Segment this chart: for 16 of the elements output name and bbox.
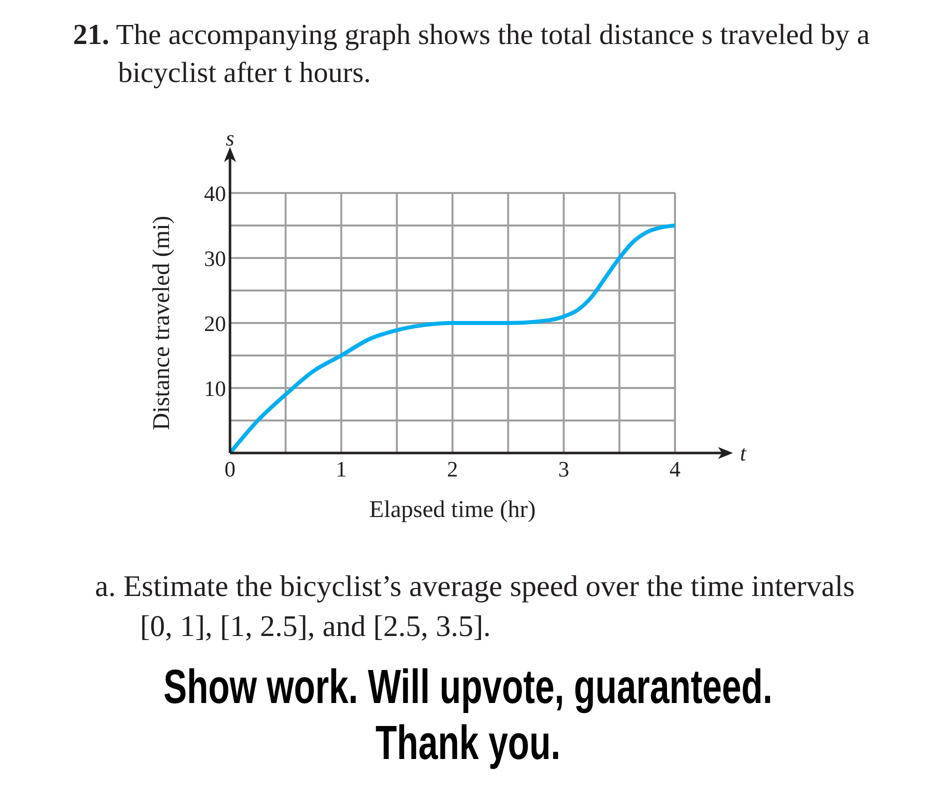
x-tick-label: 4 <box>670 456 680 482</box>
y-tick-label: 40 <box>204 180 226 206</box>
x-axis-title: Elapsed time (hr) <box>369 497 536 523</box>
y-axis-title: Distance traveled (mi) <box>149 216 175 430</box>
x-tick-label: 0 <box>224 456 236 482</box>
text: t <box>740 440 747 466</box>
y-tick-label: 20 <box>204 310 226 336</box>
y-tick-label: 10 <box>204 376 226 401</box>
x-tick-label: 2 <box>447 456 458 482</box>
text: s <box>226 126 234 150</box>
x-tick-label: 3 <box>558 456 570 482</box>
text: Show work. Will upvote, guaranteed. Thank you. <box>162 660 774 772</box>
y-tick-label: 30 <box>204 246 226 271</box>
chart-title: 21. The accompanying graph shows the total distance s traveled by a bicyclist after t hours. <box>73 19 870 89</box>
text: a. Estimate the bicyclist’s average speed over the time intervals [0, 1], [1, 2.5], and [2.5, 3.5]. <box>95 569 856 645</box>
x-tick-label: 1 <box>336 456 347 482</box>
